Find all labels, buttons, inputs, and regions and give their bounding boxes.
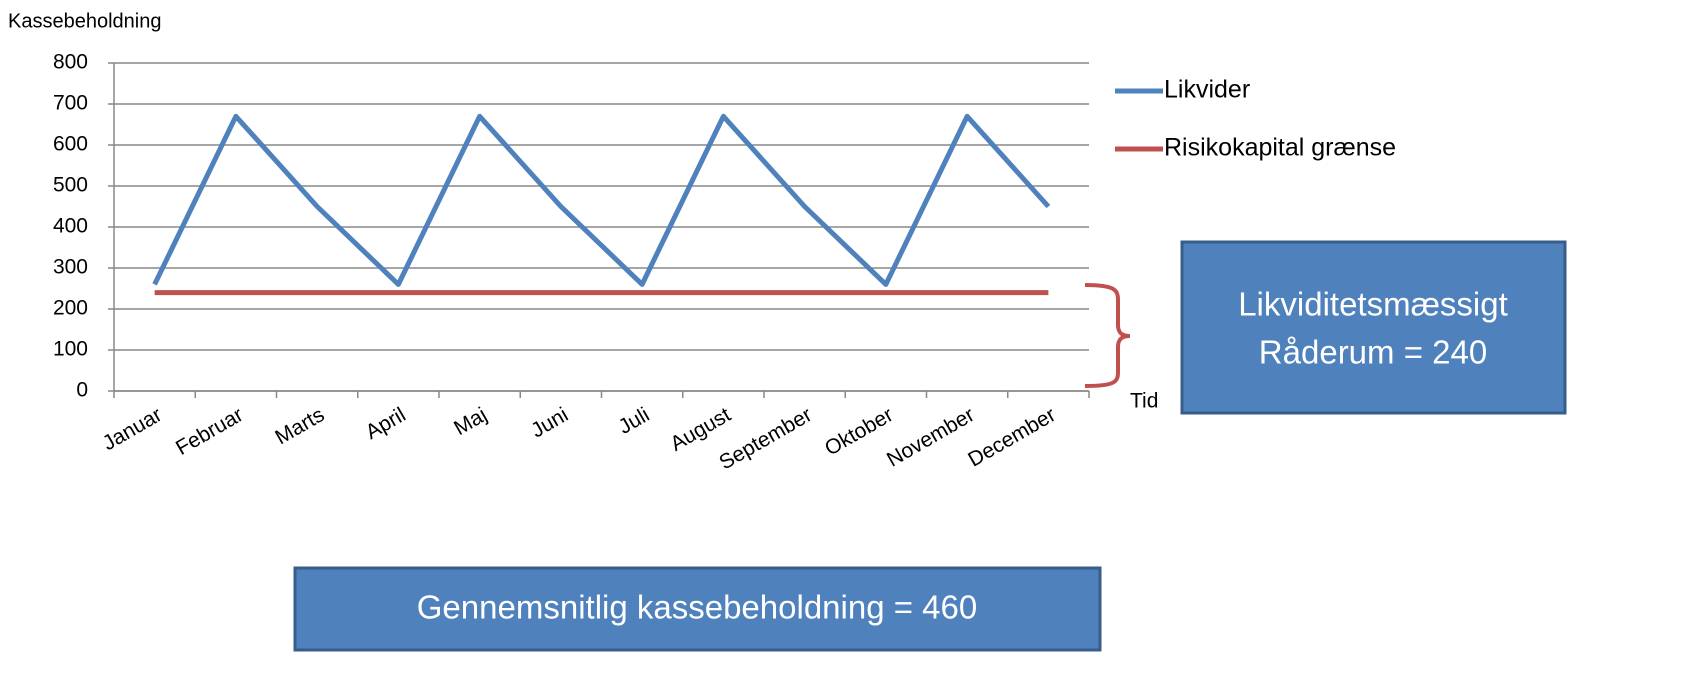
legend-label: Risikokapital grænse [1164, 134, 1396, 162]
y-tick-label: 800 [53, 51, 88, 74]
brace [1084, 283, 1131, 388]
x-tick-label: April [362, 403, 410, 444]
y-tick-label: 300 [53, 256, 88, 279]
annotation-text: Gennemsnitlig kassebeholdning = 460 [417, 589, 977, 626]
annotation-box [1180, 240, 1567, 415]
x-tick-label: Februar [172, 403, 247, 460]
y-axis-label: Kassebeholdning [8, 10, 161, 32]
x-axis-label: Tid [1130, 390, 1158, 413]
x-tick-label: Marts [271, 403, 328, 449]
x-tick-label: Juli [615, 403, 654, 439]
x-tick-label: December [964, 403, 1059, 471]
x-tick-label: Juni [527, 403, 572, 442]
legend-label: Likvider [1164, 76, 1250, 104]
y-tick-label: 700 [53, 92, 88, 115]
y-tick-label: 200 [53, 297, 88, 320]
annotation-box [293, 566, 1102, 652]
annotation-text: Råderum = 240 [1259, 334, 1487, 371]
series-line [152, 113, 1051, 287]
x-tick-label: November [883, 403, 978, 471]
y-tick-label: 500 [53, 174, 88, 197]
y-tick-label: 600 [53, 133, 88, 156]
x-tick-label: September [715, 403, 815, 474]
y-tick-label: 400 [53, 215, 88, 238]
x-tick-label: Januar [99, 403, 166, 455]
annotation-text: Likviditetsmæssigt [1238, 286, 1508, 323]
x-tick-label: Maj [450, 403, 491, 440]
y-tick-label: 0 [76, 379, 88, 402]
y-tick-label: 100 [53, 338, 88, 361]
x-tick-label: August [667, 403, 735, 456]
